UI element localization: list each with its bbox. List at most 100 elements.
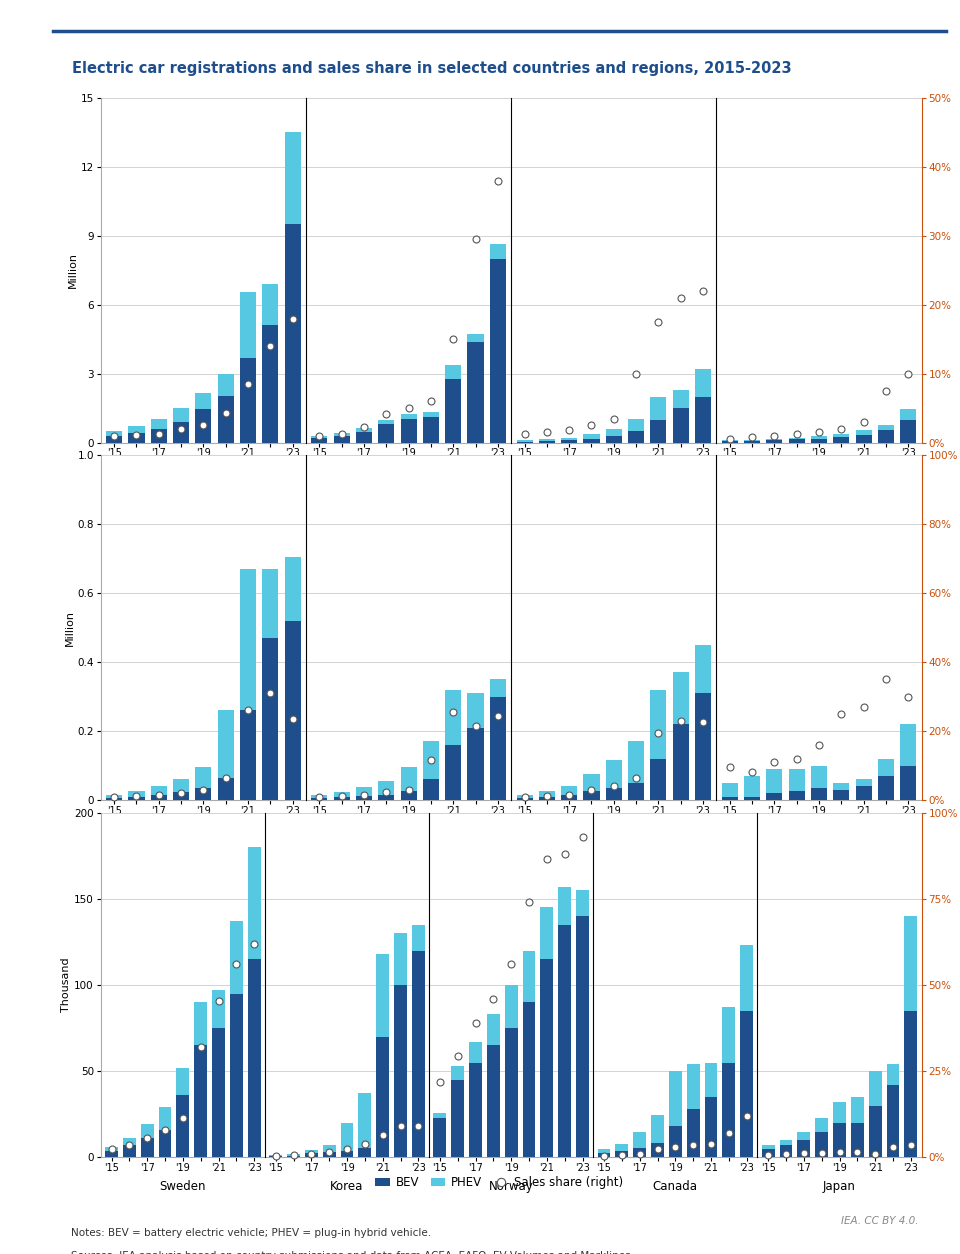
Bar — [240, 292, 256, 357]
Bar — [262, 326, 278, 443]
Bar — [422, 416, 439, 443]
Bar — [196, 409, 211, 443]
Bar — [490, 697, 506, 800]
Bar — [433, 1117, 446, 1157]
Bar — [562, 440, 577, 443]
Bar — [218, 777, 233, 800]
Bar — [341, 1124, 353, 1151]
Bar — [855, 435, 872, 443]
Bar — [469, 1062, 482, 1157]
Y-axis label: Million: Million — [68, 252, 78, 288]
Bar — [811, 436, 827, 439]
Bar — [780, 1145, 792, 1157]
Bar — [445, 745, 461, 800]
Bar — [490, 245, 506, 258]
Bar — [451, 1066, 464, 1080]
Bar — [177, 1096, 189, 1157]
Text: IEA. CC BY 4.0.: IEA. CC BY 4.0. — [841, 1216, 919, 1226]
Bar — [505, 986, 517, 1028]
Bar — [634, 1132, 646, 1147]
Bar — [196, 788, 211, 800]
Bar — [650, 690, 666, 759]
X-axis label: Germany: Germany — [177, 823, 230, 835]
Bar — [412, 951, 425, 1157]
Bar — [904, 917, 918, 1011]
Bar — [376, 1037, 389, 1157]
Bar — [468, 693, 484, 727]
Text: Sources: IEA analysis based on country submissions and data from ACEA, EAFO, EV : Sources: IEA analysis based on country s… — [71, 1250, 635, 1254]
Bar — [855, 780, 872, 786]
X-axis label: United Kingdom: United Kingdom — [566, 823, 661, 835]
Bar — [334, 436, 349, 443]
Bar — [395, 933, 407, 986]
Bar — [240, 357, 256, 443]
Bar — [358, 1092, 372, 1147]
Bar — [230, 922, 243, 993]
Bar — [177, 1068, 189, 1096]
Bar — [855, 430, 872, 435]
Bar — [212, 991, 225, 1028]
X-axis label: Norway: Norway — [489, 1180, 534, 1193]
Bar — [522, 951, 536, 1002]
Bar — [123, 1137, 135, 1145]
Bar — [356, 796, 372, 800]
Bar — [284, 557, 300, 621]
Bar — [516, 795, 533, 799]
Bar — [877, 776, 894, 800]
Bar — [562, 786, 577, 795]
Bar — [833, 790, 850, 800]
Bar — [740, 946, 754, 1011]
Bar — [173, 779, 189, 793]
Bar — [196, 394, 211, 409]
X-axis label: Netherlands: Netherlands — [782, 823, 855, 835]
Bar — [669, 1126, 682, 1157]
Bar — [376, 954, 389, 1037]
Bar — [433, 1112, 446, 1117]
Bar — [740, 1011, 754, 1157]
Bar — [129, 796, 145, 800]
Bar — [129, 434, 145, 443]
Bar — [695, 396, 711, 443]
Bar — [341, 1151, 353, 1157]
Bar — [877, 430, 894, 443]
Bar — [107, 430, 122, 436]
Bar — [323, 1152, 336, 1157]
Bar — [722, 784, 738, 798]
Bar — [240, 569, 256, 710]
X-axis label: Sweden: Sweden — [159, 1180, 206, 1193]
Bar — [650, 420, 666, 443]
Bar — [628, 782, 644, 800]
Bar — [900, 420, 916, 443]
Bar — [576, 917, 589, 1157]
Bar — [284, 621, 300, 800]
Bar — [761, 1145, 775, 1149]
Bar — [615, 1144, 628, 1151]
Bar — [173, 421, 189, 443]
Bar — [151, 429, 167, 443]
Text: Electric car registrations and sales share in selected countries and regions, 20: Electric car registrations and sales sha… — [72, 61, 792, 76]
Bar — [584, 791, 600, 800]
Bar — [323, 1145, 336, 1152]
Bar — [722, 798, 738, 800]
Bar — [522, 1002, 536, 1157]
Bar — [305, 1150, 318, 1154]
Bar — [311, 435, 327, 438]
Bar — [107, 436, 122, 443]
Bar — [811, 788, 827, 800]
Bar — [269, 1156, 282, 1157]
Bar — [129, 791, 145, 796]
X-axis label: Canada: Canada — [653, 1180, 698, 1193]
Bar — [311, 799, 327, 800]
Bar — [248, 848, 261, 959]
X-axis label: China: China — [392, 465, 425, 478]
Bar — [539, 791, 555, 796]
Bar — [262, 285, 278, 326]
Bar — [487, 1046, 500, 1157]
Bar — [240, 710, 256, 800]
Bar — [869, 1106, 881, 1157]
Bar — [597, 1149, 611, 1154]
Bar — [833, 1102, 846, 1124]
Bar — [811, 765, 827, 788]
Bar — [673, 409, 688, 443]
Bar — [378, 420, 395, 425]
